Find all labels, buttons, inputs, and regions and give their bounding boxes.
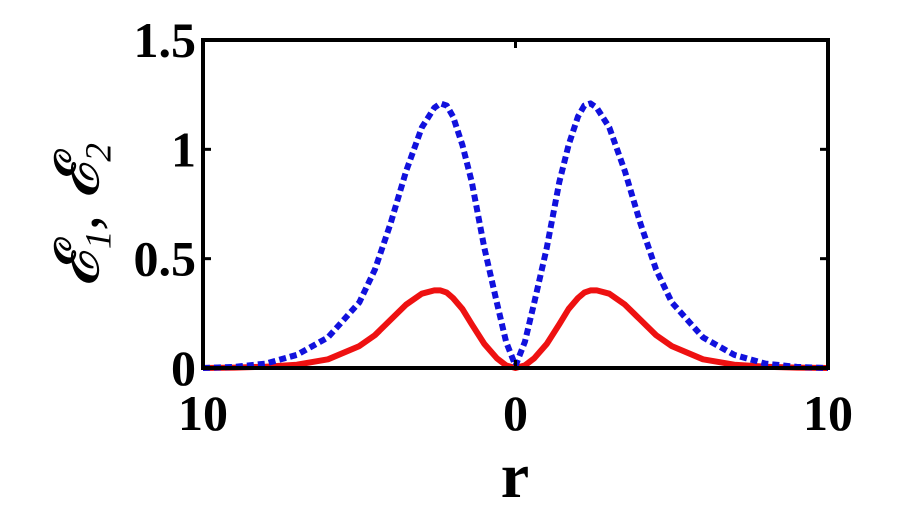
x-axis-label: r xyxy=(501,440,529,511)
x-tick-label-0: 10 xyxy=(178,385,228,441)
x-tick-label-2: 10 xyxy=(803,385,853,441)
x-tick-label-1: 0 xyxy=(503,385,528,441)
y-tick-label-0: 0 xyxy=(171,340,196,396)
ticks-layer xyxy=(201,38,830,370)
plot-frame xyxy=(201,38,830,370)
y-tick-label-1: 0.5 xyxy=(134,231,197,287)
series-line-2 xyxy=(202,100,829,371)
y-tick-label-2: 1 xyxy=(171,121,196,177)
y-tick-label-3: 1.5 xyxy=(134,12,197,68)
series-layer xyxy=(202,100,829,371)
y-axis-label: 𝓔₁, 𝓔₂ xyxy=(44,142,112,287)
